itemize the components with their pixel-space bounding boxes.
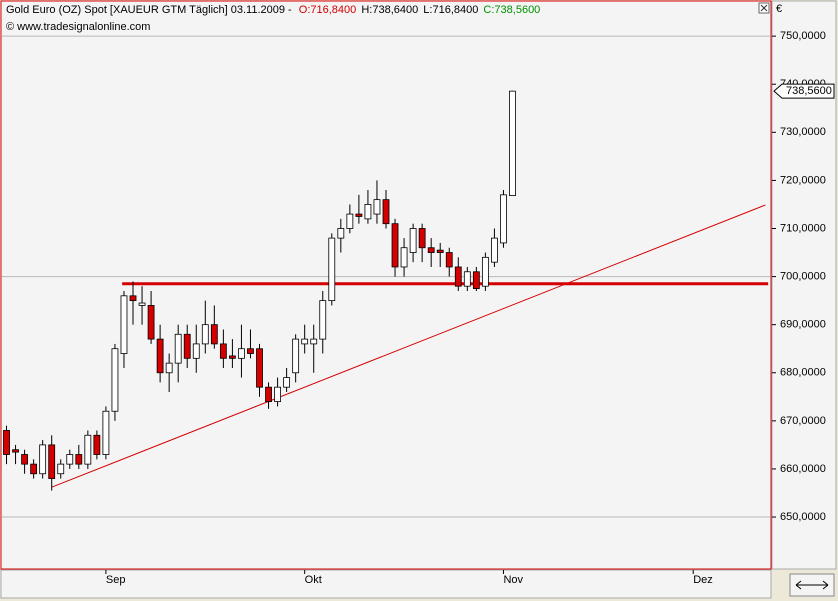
x-tick-label: Okt	[305, 574, 322, 586]
candle-body	[174, 333, 182, 364]
scroll-button[interactable]	[789, 573, 835, 597]
candle-body	[472, 271, 480, 290]
y-tick-label: 720,0000	[780, 174, 826, 186]
y-tick-label: 660,0000	[780, 463, 826, 475]
candle-body	[418, 228, 426, 249]
candle-body	[12, 449, 19, 453]
x-tick-label: Dez	[693, 574, 713, 586]
candle-body	[183, 333, 191, 359]
currency: €	[776, 3, 782, 15]
candle-body	[165, 362, 173, 374]
trend-line	[51, 204, 766, 488]
last-price-marker	[773, 83, 835, 99]
chart-title: Gold Euro (OZ) Spot [XAUEUR GTM Täglich]…	[6, 4, 540, 16]
candle-body	[210, 324, 218, 345]
y-tick-label: 650,0000	[780, 511, 826, 523]
lines-layer	[51, 204, 769, 488]
y-tick-label: 680,0000	[780, 367, 826, 379]
candle-body	[310, 338, 318, 345]
candle-body	[21, 454, 28, 465]
candle-body	[319, 300, 327, 340]
candle-body	[57, 463, 65, 475]
candle-body	[509, 90, 516, 197]
title-open: O:716,8400	[299, 4, 357, 16]
candle-body	[400, 247, 408, 268]
candle-body	[364, 204, 372, 220]
candle-body	[228, 355, 236, 359]
candle-body	[346, 213, 354, 229]
candle-body	[93, 434, 101, 455]
title-close: C:738,5600	[483, 4, 540, 16]
candle-body	[156, 338, 164, 374]
candle-body	[147, 305, 155, 340]
candle-body	[66, 454, 74, 465]
candle-body	[454, 266, 462, 287]
y-tick-label: 750,0000	[780, 30, 826, 42]
candle-body	[463, 271, 471, 287]
y-tick-label: 690,0000	[780, 319, 826, 331]
candle-body	[102, 410, 110, 455]
x-tick-label: Nov	[503, 574, 523, 586]
candle-body	[192, 343, 200, 359]
candle-body	[256, 348, 263, 388]
candle-body	[500, 194, 507, 244]
x-tick-label: Sep	[106, 574, 126, 586]
close-button[interactable]	[758, 2, 770, 14]
candle-body	[84, 434, 92, 465]
candle-body	[247, 348, 254, 354]
y-tick-label: 730,0000	[780, 126, 826, 138]
candle-body	[238, 348, 245, 359]
candle-body	[292, 338, 300, 374]
candle-body	[48, 444, 56, 479]
candle-body	[355, 213, 363, 217]
candle-body	[427, 247, 435, 253]
y-tick-label: 710,0000	[780, 222, 826, 234]
grid-layer	[2, 35, 770, 518]
title-text: Gold Euro (OZ) Spot [XAUEUR GTM Täglich]…	[6, 4, 292, 16]
candle-body	[129, 295, 137, 302]
x-axis-panel	[0, 569, 772, 599]
title-low: L:716,8400	[423, 4, 478, 16]
candle-body	[274, 386, 281, 403]
candle-body	[373, 199, 381, 215]
candle-body	[39, 444, 47, 475]
candle-body	[337, 228, 345, 239]
candle-body	[409, 228, 417, 253]
candle-body	[445, 252, 453, 268]
candle-body	[120, 295, 128, 354]
candle-body	[328, 237, 336, 302]
candle-body	[75, 454, 83, 465]
candle-body	[3, 430, 10, 455]
candle-body	[111, 348, 119, 412]
candles-layer	[3, 90, 516, 491]
candle-body	[30, 463, 38, 475]
candle-body	[301, 338, 309, 345]
candle-body	[481, 256, 489, 287]
candle-body	[382, 199, 390, 225]
candle-body	[265, 386, 272, 403]
candle-body	[436, 249, 444, 253]
source: © www.tradesignalonline.com	[6, 21, 150, 33]
title-high: H:738,6400	[361, 4, 418, 16]
axes-layer: 650,0000 660,0000 670,0000 680,0000 690,0000…	[105, 30, 835, 586]
candle-body	[219, 343, 227, 359]
candle-body	[283, 377, 291, 388]
last-price-label: 738,5600	[786, 85, 832, 97]
candle-body	[138, 302, 146, 306]
candle-body	[201, 324, 209, 345]
y-tick-label: 670,0000	[780, 415, 826, 427]
y-tick-label: 700,0000	[780, 270, 826, 282]
candle-body	[391, 223, 399, 268]
candle-body	[491, 237, 498, 263]
